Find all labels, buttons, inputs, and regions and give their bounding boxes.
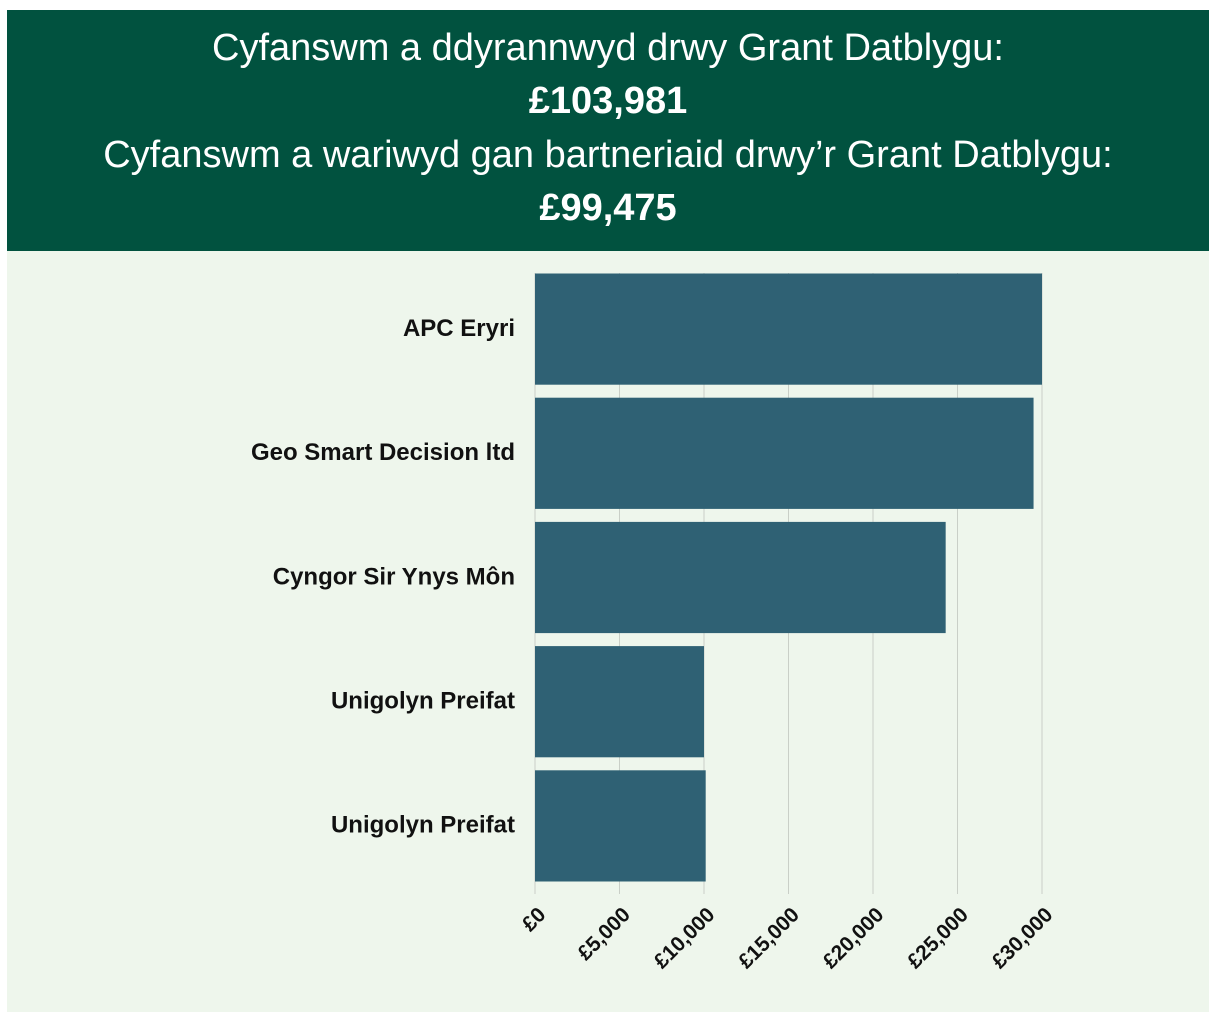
- y-tick-label: Unigolyn Preifat: [331, 812, 515, 839]
- header-background: [7, 10, 1209, 251]
- y-tick-label: Geo Smart Decision ltd: [251, 439, 515, 466]
- spent-label: Cyfanswm a wariwyd gan bartneriaid drwy’…: [103, 134, 1113, 176]
- y-tick-label: Unigolyn Preifat: [331, 688, 515, 715]
- y-tick-label: APC Eryri: [403, 315, 515, 342]
- allocated-label: Cyfanswm a ddyrannwyd drwy Grant Datblyg…: [212, 27, 1004, 69]
- bar: [535, 521, 946, 634]
- bar: [535, 273, 1042, 385]
- bar: [535, 646, 704, 758]
- spent-value: £99,475: [539, 187, 676, 229]
- bar: [535, 397, 1034, 509]
- allocated-value: £103,981: [529, 80, 688, 122]
- bar: [535, 770, 706, 882]
- y-tick-label: Cyngor Sir Ynys Môn: [273, 563, 515, 590]
